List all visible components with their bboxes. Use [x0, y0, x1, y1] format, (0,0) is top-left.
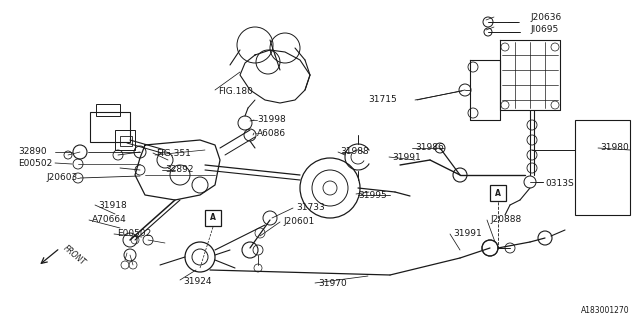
Text: J20601: J20601 [283, 218, 314, 227]
Text: 31991: 31991 [392, 154, 420, 163]
Text: J20603: J20603 [46, 173, 77, 182]
Bar [96, 104, 120, 116]
Text: 0313S: 0313S [545, 179, 573, 188]
Bar [575, 120, 630, 215]
Text: E00502: E00502 [18, 158, 52, 167]
Bar [90, 112, 130, 142]
Text: A: A [210, 213, 216, 222]
Text: A6086: A6086 [257, 129, 286, 138]
Text: 31980: 31980 [600, 143, 628, 153]
Text: A183001270: A183001270 [581, 306, 630, 315]
Bar [120, 136, 132, 146]
Text: 31998: 31998 [257, 116, 285, 124]
Text: FIG.351: FIG.351 [156, 148, 191, 157]
Text: 31733: 31733 [296, 204, 324, 212]
Text: 31995: 31995 [358, 190, 387, 199]
Text: 32892: 32892 [165, 165, 193, 174]
Text: 31991: 31991 [453, 229, 482, 238]
Text: 31988: 31988 [340, 148, 369, 156]
Text: E00502: E00502 [117, 229, 151, 238]
Text: 31715: 31715 [368, 95, 397, 105]
Text: J20888: J20888 [490, 215, 521, 225]
Text: 32890: 32890 [18, 148, 47, 156]
Bar [115, 130, 135, 150]
Text: A: A [495, 188, 501, 197]
Text: 31986: 31986 [415, 143, 444, 153]
Text: A70664: A70664 [92, 215, 127, 225]
Text: 31918: 31918 [98, 201, 127, 210]
FancyBboxPatch shape [490, 185, 506, 201]
FancyBboxPatch shape [205, 210, 221, 226]
Text: J20636: J20636 [530, 13, 561, 22]
Text: 31924: 31924 [183, 276, 211, 285]
Text: JI0695: JI0695 [530, 26, 558, 35]
Text: FRONT: FRONT [62, 244, 88, 268]
Text: FIG.180: FIG.180 [218, 87, 253, 97]
Text: 31970: 31970 [318, 279, 347, 289]
